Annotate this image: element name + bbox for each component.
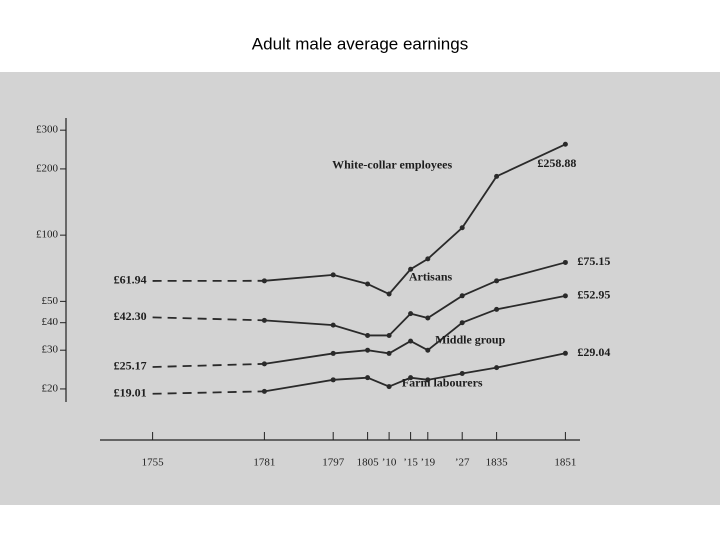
line-estimated bbox=[152, 362, 265, 368]
point bbox=[408, 266, 414, 272]
point bbox=[562, 141, 568, 147]
point bbox=[330, 350, 336, 356]
x-tick-label: 1805 bbox=[357, 457, 380, 469]
point bbox=[386, 350, 392, 356]
x-tick-label: 1797 bbox=[322, 457, 345, 469]
point bbox=[562, 350, 568, 356]
point bbox=[408, 311, 414, 317]
point bbox=[261, 278, 267, 284]
data-label: £61.94 bbox=[114, 273, 147, 287]
series-name: Artisans bbox=[409, 270, 453, 284]
series-name: Middle group bbox=[435, 332, 505, 346]
y-tick-label: £20 bbox=[42, 382, 59, 394]
y-tick-label: £30 bbox=[42, 344, 59, 356]
x-tick-label: 1835 bbox=[486, 457, 509, 469]
point bbox=[425, 256, 431, 262]
point bbox=[494, 365, 500, 371]
point bbox=[386, 332, 392, 338]
x-tick-label: 1851 bbox=[554, 457, 576, 469]
point bbox=[261, 317, 267, 323]
x-tick-label: 1755 bbox=[142, 457, 165, 469]
x-tick-label: 1781 bbox=[253, 457, 275, 469]
x-tick-label: ’10 bbox=[382, 457, 397, 469]
point bbox=[562, 293, 568, 299]
data-label: £258.88 bbox=[537, 156, 576, 170]
x-tick-label: ’19 bbox=[420, 457, 435, 469]
point bbox=[330, 377, 336, 383]
point bbox=[408, 338, 414, 344]
line-estimated bbox=[152, 390, 265, 395]
point bbox=[261, 361, 267, 367]
point bbox=[408, 375, 414, 381]
point bbox=[494, 173, 500, 179]
point bbox=[330, 322, 336, 328]
line-estimated bbox=[152, 316, 265, 322]
point bbox=[261, 388, 267, 394]
data-label: £29.04 bbox=[577, 345, 610, 359]
data-label: £75.15 bbox=[577, 254, 610, 268]
point bbox=[386, 291, 392, 297]
y-tick-label: £200 bbox=[36, 162, 59, 174]
scan-background bbox=[0, 72, 720, 505]
point bbox=[562, 259, 568, 265]
point bbox=[494, 278, 500, 284]
point bbox=[459, 225, 465, 231]
point bbox=[494, 306, 500, 312]
x-tick-label: ’27 bbox=[455, 457, 470, 469]
y-tick-label: £40 bbox=[42, 316, 59, 328]
data-label: £19.01 bbox=[114, 386, 147, 400]
chart-title: Adult male average earnings bbox=[252, 34, 468, 53]
point bbox=[330, 272, 336, 278]
point bbox=[386, 384, 392, 390]
y-tick-label: £300 bbox=[36, 124, 59, 136]
point bbox=[459, 293, 465, 299]
y-tick-label: £100 bbox=[36, 229, 59, 241]
point bbox=[425, 315, 431, 321]
point bbox=[425, 377, 431, 383]
series-name: White-collar employees bbox=[332, 158, 452, 172]
data-label: £25.17 bbox=[114, 359, 147, 373]
point bbox=[459, 320, 465, 326]
point bbox=[365, 281, 371, 287]
data-label: £42.30 bbox=[114, 309, 147, 323]
point bbox=[365, 347, 371, 353]
x-tick-label: ’15 bbox=[403, 457, 418, 469]
data-label: £52.95 bbox=[577, 288, 610, 302]
series-name: Farm labourers bbox=[402, 375, 483, 389]
point bbox=[459, 371, 465, 377]
y-tick-label: £50 bbox=[42, 295, 59, 307]
point bbox=[425, 347, 431, 353]
point bbox=[365, 332, 371, 338]
point bbox=[365, 375, 371, 381]
